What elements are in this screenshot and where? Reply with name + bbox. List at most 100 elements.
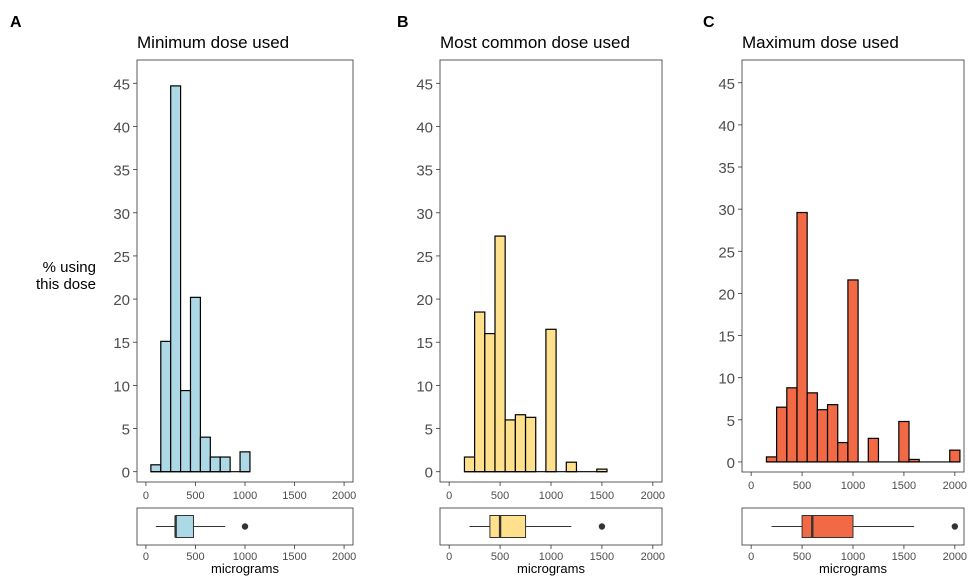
box-x-tick-label: 1000	[233, 551, 257, 563]
panel-label: A	[10, 14, 22, 31]
histogram-bar	[199, 436, 211, 473]
y-tick-label: 15	[718, 329, 735, 346]
panel-a: A Minimum dose used 0 5 10 15 20 25 30 35 40 45 0 500…	[10, 14, 356, 576]
boxplot-box	[175, 515, 194, 538]
box-x-tick-label: 2000	[332, 551, 356, 563]
y-tick-label: 0	[425, 465, 433, 482]
panels: A Minimum dose used 0 5 10 15 20 25 30 35 40 45 0 500…	[10, 14, 967, 576]
histogram-bar	[219, 456, 231, 473]
y-tick-label: 5	[425, 422, 433, 439]
y-tick-label: 35	[113, 163, 130, 180]
histogram-bar	[949, 449, 961, 463]
histogram-bar	[484, 333, 496, 473]
histogram-bar	[524, 416, 537, 473]
histogram-bar	[474, 311, 486, 473]
x-tick-label: 0	[143, 490, 149, 502]
y-axis-label-line-1: % using	[43, 259, 96, 276]
panel-b: B Most common dose used 0 5 10 15 20 25 30 35 40 45…	[397, 14, 665, 576]
x-tick-label: 2000	[943, 480, 967, 492]
x-tick-label: 1500	[590, 490, 614, 502]
histogram-bar	[463, 456, 476, 473]
y-tick-label: 15	[113, 335, 130, 352]
x-tick-label: 0	[748, 480, 754, 492]
x-axis-label: micrograms	[819, 561, 887, 576]
y-tick-label: 10	[416, 378, 433, 395]
box-x-tick-label: 500	[186, 551, 204, 563]
y-tick-label: 40	[718, 118, 735, 135]
box-x-tick-label: 500	[793, 551, 811, 563]
box-x-tick-label: 0	[446, 551, 452, 563]
y-tick-label: 35	[718, 160, 735, 177]
box-x-tick-label: 0	[748, 551, 754, 563]
histogram-bar	[765, 456, 778, 463]
histogram-bar	[786, 387, 798, 463]
y-tick-label: 30	[113, 206, 130, 223]
panel-title: Minimum dose used	[137, 33, 289, 52]
x-tick-label: 1500	[282, 490, 306, 502]
y-tick-label: 20	[718, 286, 735, 303]
histogram-bar	[867, 437, 880, 463]
x-tick-label: 2000	[641, 490, 665, 502]
x-axis-label: micrograms	[211, 561, 279, 576]
box-x-tick-label: 1500	[590, 551, 614, 563]
box-x-tick-label: 1000	[539, 551, 563, 563]
y-tick-label: 40	[416, 119, 433, 136]
x-tick-label: 500	[186, 490, 204, 502]
histogram-bar	[170, 85, 182, 473]
x-tick-label: 0	[446, 490, 452, 502]
histogram-bar	[565, 461, 578, 473]
histogram-bar	[179, 389, 192, 473]
histogram-bar	[239, 451, 251, 473]
x-tick-label: 500	[793, 480, 811, 492]
box-x-tick-label: 1000	[841, 551, 865, 563]
boxplot-box	[801, 515, 854, 538]
histogram-bar	[796, 211, 808, 463]
histogram-bar	[189, 296, 202, 473]
box-x-tick-label: 2000	[943, 551, 967, 563]
box-x-tick-label: 1500	[282, 551, 306, 563]
panel-title: Most common dose used	[440, 33, 630, 52]
y-tick-label: 30	[416, 206, 433, 223]
x-tick-label: 1000	[539, 490, 563, 502]
y-tick-label: 30	[718, 202, 735, 219]
y-tick-label: 10	[718, 371, 735, 388]
histogram-bar	[776, 406, 788, 463]
y-tick-label: 0	[727, 455, 735, 472]
histogram-bar	[160, 340, 172, 473]
panel-title: Maximum dose used	[742, 33, 899, 52]
histogram-bar	[150, 464, 162, 473]
histogram-bar	[816, 409, 829, 463]
boxplot-box	[489, 515, 527, 538]
x-tick-label: 1000	[841, 480, 865, 492]
y-tick-label: 15	[416, 335, 433, 352]
histogram-bar	[806, 392, 818, 463]
boxplot-outlier	[241, 523, 249, 530]
x-tick-label: 500	[491, 490, 509, 502]
x-axis-label: micrograms	[517, 561, 585, 576]
y-tick-label: 45	[718, 76, 735, 93]
y-tick-label: 20	[416, 292, 433, 309]
histogram-bar	[494, 235, 506, 473]
y-tick-label: 20	[113, 292, 130, 309]
panel-label: B	[397, 14, 409, 31]
y-tick-label: 40	[113, 119, 130, 136]
boxplot-outlier	[598, 523, 606, 530]
y-axis-label-line-2: this dose	[36, 276, 96, 293]
panel-label: C	[703, 14, 715, 31]
y-tick-label: 0	[122, 465, 130, 482]
box-x-tick-label: 500	[491, 551, 509, 563]
y-tick-label: 45	[416, 76, 433, 93]
y-tick-label: 25	[113, 249, 130, 266]
y-tick-label: 25	[416, 249, 433, 266]
histogram-bar	[514, 414, 527, 473]
histogram-bar	[837, 441, 849, 463]
panel-c: C Maximum dose used 0 5 10 15 20 25 30 35 40 45 0 500…	[703, 14, 967, 576]
x-tick-label: 1500	[892, 480, 916, 492]
x-tick-label: 1000	[233, 490, 257, 502]
y-tick-label: 25	[718, 244, 735, 261]
y-tick-label: 45	[113, 76, 130, 93]
histogram-bar	[847, 279, 859, 463]
boxplot-outlier	[951, 523, 959, 530]
box-x-tick-label: 0	[143, 551, 149, 563]
